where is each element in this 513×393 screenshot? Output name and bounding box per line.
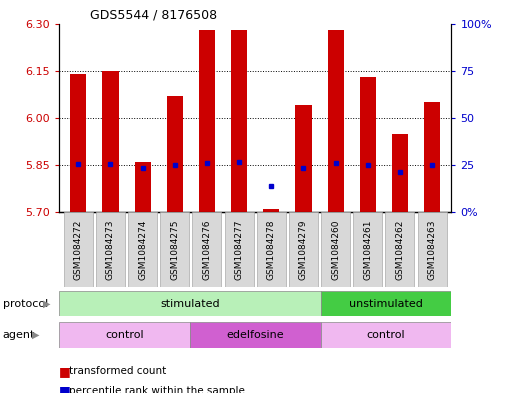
Text: protocol: protocol	[3, 299, 48, 309]
FancyBboxPatch shape	[289, 212, 318, 287]
FancyBboxPatch shape	[192, 212, 222, 287]
FancyBboxPatch shape	[321, 291, 451, 316]
Text: control: control	[105, 330, 144, 340]
Bar	[70, 74, 86, 212]
FancyBboxPatch shape	[59, 291, 321, 316]
Text: edelfosine: edelfosine	[226, 330, 284, 340]
Bar	[360, 77, 376, 212]
Bar	[328, 30, 344, 212]
Bar	[103, 71, 119, 212]
FancyBboxPatch shape	[59, 322, 190, 348]
FancyBboxPatch shape	[321, 322, 451, 348]
Text: GDS5544 / 8176508: GDS5544 / 8176508	[90, 8, 218, 21]
Text: GSM1084276: GSM1084276	[203, 219, 211, 280]
FancyBboxPatch shape	[353, 212, 382, 287]
Text: GSM1084260: GSM1084260	[331, 219, 340, 280]
Text: GSM1084262: GSM1084262	[396, 219, 404, 280]
Text: GSM1084272: GSM1084272	[74, 219, 83, 280]
Text: GSM1084263: GSM1084263	[428, 219, 437, 280]
FancyBboxPatch shape	[64, 212, 93, 287]
Text: GSM1084279: GSM1084279	[299, 219, 308, 280]
FancyBboxPatch shape	[257, 212, 286, 287]
FancyBboxPatch shape	[321, 212, 350, 287]
Text: ■: ■	[59, 384, 71, 393]
Text: control: control	[367, 330, 405, 340]
FancyBboxPatch shape	[161, 212, 189, 287]
Text: GSM1084278: GSM1084278	[267, 219, 276, 280]
Text: GSM1084275: GSM1084275	[170, 219, 180, 280]
Text: percentile rank within the sample: percentile rank within the sample	[69, 386, 245, 393]
Text: stimulated: stimulated	[160, 299, 220, 309]
Text: ▶: ▶	[32, 330, 40, 340]
FancyBboxPatch shape	[418, 212, 447, 287]
FancyBboxPatch shape	[128, 212, 157, 287]
Bar	[134, 162, 151, 212]
FancyBboxPatch shape	[96, 212, 125, 287]
Text: agent: agent	[3, 330, 35, 340]
Text: transformed count: transformed count	[69, 366, 167, 376]
Bar	[231, 30, 247, 212]
FancyBboxPatch shape	[225, 212, 253, 287]
Bar	[295, 105, 311, 212]
Text: ▶: ▶	[43, 299, 50, 309]
Text: unstimulated: unstimulated	[349, 299, 423, 309]
Bar	[263, 209, 280, 212]
Bar	[167, 96, 183, 212]
Bar	[199, 30, 215, 212]
Text: GSM1084261: GSM1084261	[363, 219, 372, 280]
Text: GSM1084273: GSM1084273	[106, 219, 115, 280]
Bar	[424, 102, 440, 212]
Text: GSM1084274: GSM1084274	[138, 219, 147, 280]
FancyBboxPatch shape	[190, 322, 321, 348]
Bar	[392, 134, 408, 212]
Text: ■: ■	[59, 365, 71, 378]
Text: GSM1084277: GSM1084277	[234, 219, 244, 280]
FancyBboxPatch shape	[385, 212, 415, 287]
